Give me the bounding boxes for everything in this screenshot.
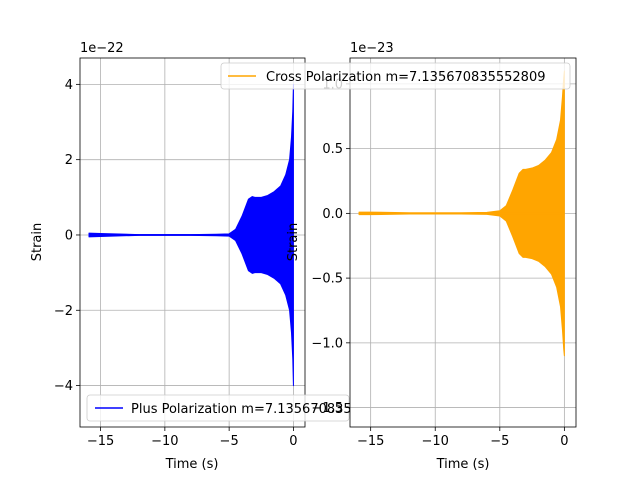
x-axis-label: Time (s) [165,457,219,472]
x-axis-ticks: −15 −10 −5 0 [357,427,569,449]
plot-frame [349,57,577,428]
x-tick-label: −10 [151,434,178,449]
y-tick-label: −1.0 [311,336,343,351]
x-axis-label: Time (s) [436,457,490,472]
series-layer [88,83,294,387]
y-tick-label: 0.0 [322,207,343,222]
y-tick-label: 0.5 [322,142,343,157]
y-tick-label: −2 [54,304,73,319]
x-tick-label: 0 [560,434,568,449]
legend-box [220,62,571,90]
y-tick-label: −0.5 [311,272,343,287]
cross-polarization-plot: −15−10−50 −1.5−1.0−0.50.00.51.0 1e−23 Ti… [220,41,577,472]
legend-label: Plus Polarization m=7.135670835552809 [131,402,401,417]
y-axis-ticks: −4 −2 0 2 4 [54,78,80,394]
y-tick-label: −1.5 [311,401,343,416]
legend[interactable]: Plus Polarization m=7.135670835552809 [86,394,401,422]
y-offset-text: 1e−22 [80,41,124,56]
x-axis-ticks: −15 −10 −5 0 [87,427,298,449]
y-axis-label: Strain [286,223,301,262]
legend-label: Cross Polarization m=7.135670835552809 [266,70,545,85]
x-tick-label: −5 [220,434,239,449]
y-tick-label: 0 [65,228,73,243]
y-tick-label: 4 [65,78,73,93]
plot-frame [79,57,306,428]
y-tick-label: 2 [65,153,73,168]
legend-box [86,394,350,422]
y-offset-text: 1e−23 [350,41,394,56]
x-tick-label: 0 [289,434,297,449]
x-tick-label: −10 [422,434,449,449]
x-tick-label: −15 [87,434,114,449]
legend[interactable]: Cross Polarization m=7.135670835552809 [220,62,571,90]
x-tick-label: −15 [357,434,384,449]
y-axis-label: Strain [30,223,45,262]
x-tick-label: −5 [490,434,509,449]
y-axis-ticks: −1.5−1.0−0.50.00.51.0 [311,77,350,416]
series-layer [358,70,565,357]
y-tick-label: −4 [54,379,73,394]
